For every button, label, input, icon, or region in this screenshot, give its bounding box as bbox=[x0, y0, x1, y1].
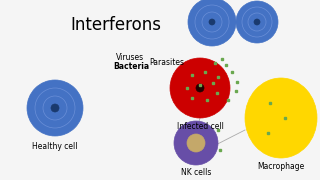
Circle shape bbox=[209, 19, 215, 25]
Text: NK cells: NK cells bbox=[181, 168, 211, 177]
Text: Interferons: Interferons bbox=[70, 16, 161, 34]
Circle shape bbox=[196, 84, 204, 92]
Circle shape bbox=[236, 1, 278, 43]
Text: Macrophage: Macrophage bbox=[257, 162, 305, 171]
Text: Bacteria: Bacteria bbox=[113, 62, 149, 71]
Circle shape bbox=[174, 121, 218, 165]
Circle shape bbox=[170, 58, 230, 118]
Circle shape bbox=[188, 0, 236, 46]
Circle shape bbox=[254, 19, 260, 25]
Ellipse shape bbox=[245, 78, 317, 158]
Text: Healthy cell: Healthy cell bbox=[32, 142, 78, 151]
Circle shape bbox=[27, 80, 83, 136]
Text: Parasites: Parasites bbox=[149, 58, 184, 67]
Text: Infected cell: Infected cell bbox=[177, 122, 223, 131]
Circle shape bbox=[51, 104, 59, 112]
Circle shape bbox=[187, 134, 205, 152]
Text: Viruses: Viruses bbox=[116, 53, 144, 62]
